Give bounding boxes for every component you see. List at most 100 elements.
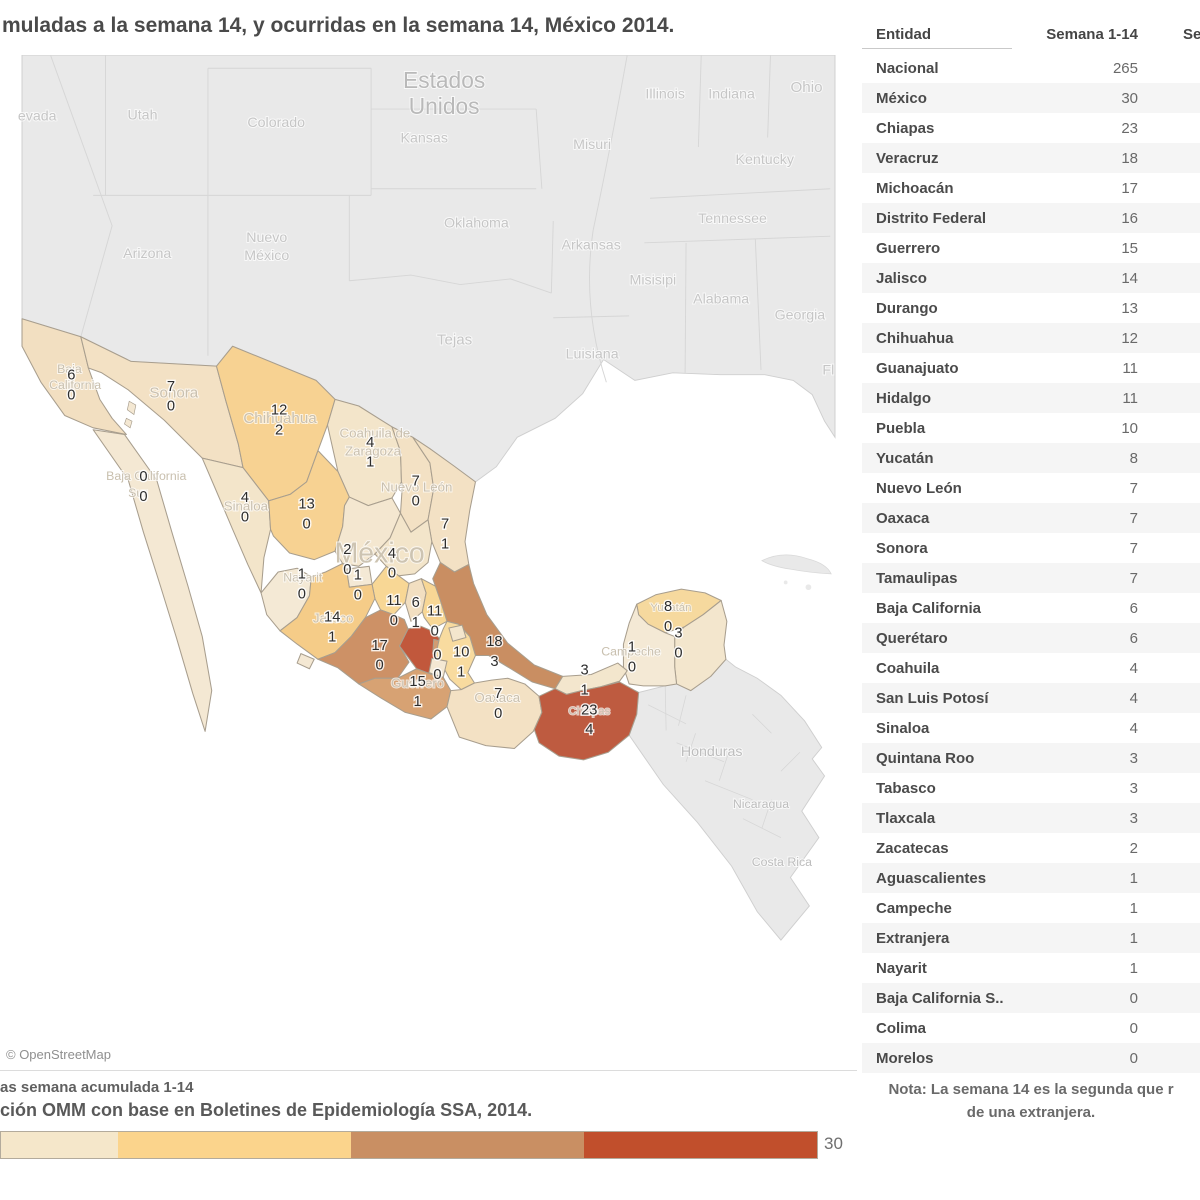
state-tlx[interactable]	[448, 624, 467, 642]
entity-name: Tabasco	[876, 779, 936, 797]
table-row[interactable]: Jalisco 14	[862, 263, 1200, 293]
table-row[interactable]: Nacional 265	[862, 53, 1200, 83]
table-row[interactable]: Campeche 1	[862, 893, 1200, 923]
entity-value: 6	[1129, 629, 1138, 647]
entity-name: Guerrero	[876, 239, 941, 257]
footnote-line2: de una extranjera.	[966, 1104, 1096, 1121]
entity-name: Campeche	[876, 899, 952, 917]
state-value-acumulada-chis: 23	[581, 702, 597, 718]
table-row[interactable]: Tabasco 3	[862, 773, 1200, 803]
state-value-semana14-qroo: 0	[674, 645, 682, 661]
table-row[interactable]: Nuevo León 7	[862, 473, 1200, 503]
legend-max-value: 30	[824, 1134, 843, 1153]
state-camp[interactable]	[622, 603, 678, 687]
state-qroo[interactable]	[674, 599, 728, 692]
table-row[interactable]: Coahuila 4	[862, 653, 1200, 683]
table-row[interactable]: Morelos 0	[862, 1043, 1200, 1073]
state-zac[interactable]	[334, 496, 402, 567]
table-row[interactable]: Sonora 7	[862, 533, 1200, 563]
map-attribution[interactable]: © OpenStreetMap	[0, 1042, 140, 1068]
table-row[interactable]: Tamaulipas 7	[862, 563, 1200, 593]
state-value-acumulada-slp: 4	[388, 546, 396, 562]
cuba-island	[761, 554, 832, 575]
basemap-label: Kansas	[401, 130, 448, 146]
table-row[interactable]: Distrito Federal 16	[862, 203, 1200, 233]
state-value-semana14-ver: 3	[490, 654, 498, 670]
entity-value: 14	[1121, 269, 1138, 287]
entity-value: 13	[1121, 299, 1138, 317]
basemap-label: Sonora	[149, 384, 198, 401]
entity-value: 3	[1129, 749, 1138, 767]
central-america-border	[761, 799, 772, 829]
basemap-label: Luisiana	[566, 347, 619, 363]
state-value-acumulada-nl: 7	[412, 474, 420, 490]
table-row[interactable]: Chihuahua 12	[862, 323, 1200, 353]
central-america-border	[664, 685, 667, 731]
entity-name: Coahuila	[876, 659, 940, 677]
entity-name: Veracruz	[876, 149, 939, 167]
table-row[interactable]: Durango 13	[862, 293, 1200, 323]
table-row[interactable]: Querétaro 6	[862, 623, 1200, 653]
state-sin[interactable]	[201, 457, 272, 594]
table-row[interactable]: Nayarit 1	[862, 953, 1200, 983]
entity-name: Tlaxcala	[876, 809, 936, 827]
entity-value: 7	[1129, 509, 1138, 527]
entity-name: Colima	[876, 1019, 927, 1037]
state-value-semana14-mor: 0	[433, 667, 441, 683]
table-row[interactable]: Aguascalientes 1	[862, 863, 1200, 893]
table-row[interactable]: Baja California S.. 0	[862, 983, 1200, 1013]
us-state-border	[349, 274, 552, 294]
central-america-landmass	[628, 658, 826, 941]
basemap-label: Jalisco	[313, 610, 354, 625]
basemap-label: Oklahoma	[444, 216, 509, 232]
table-row[interactable]: Guanajuato 11	[862, 353, 1200, 383]
us-state-border	[684, 242, 687, 373]
islet	[805, 584, 812, 591]
entity-name: Chiapas	[876, 119, 935, 137]
table-row[interactable]: Quintana Roo 3	[862, 743, 1200, 773]
state-value-acumulada-yuc: 8	[664, 599, 672, 615]
table-row[interactable]: Extranjera 1	[862, 923, 1200, 953]
basemap-label: Nuevo	[246, 230, 287, 246]
table-row[interactable]: Yucatán 8	[862, 443, 1200, 473]
us-state-border	[589, 54, 628, 383]
table-row[interactable]: Veracruz 18	[862, 143, 1200, 173]
legend-color-ramp[interactable]	[0, 1131, 818, 1159]
basemap-label: Indiana	[708, 87, 755, 103]
table-row[interactable]: Hidalgo 11	[862, 383, 1200, 413]
state-value-acumulada-zac: 2	[343, 542, 351, 558]
table-row[interactable]: Oaxaca 7	[862, 503, 1200, 533]
table-row[interactable]: San Luis Potosí 4	[862, 683, 1200, 713]
basemap-label: Estados	[403, 67, 485, 93]
table-row[interactable]: Michoacán 17	[862, 173, 1200, 203]
entity-value: 17	[1121, 179, 1138, 197]
basemap-label: Unidos	[409, 93, 480, 119]
table-row[interactable]: Sinaloa 4	[862, 713, 1200, 743]
state-chis[interactable]	[533, 681, 640, 761]
baja-islet	[126, 400, 137, 416]
entity-name: San Luis Potosí	[876, 689, 989, 707]
table-row[interactable]: México 30	[862, 83, 1200, 113]
state-value-semana14-oax: 0	[494, 706, 502, 722]
state-col[interactable]	[296, 653, 315, 670]
table-row[interactable]: Chiapas 23	[862, 113, 1200, 143]
entity-value: 6	[1129, 599, 1138, 617]
table-row[interactable]: Colima 0	[862, 1013, 1200, 1043]
basemap-label: Ohio	[791, 79, 823, 96]
table-row[interactable]: Tlaxcala 3	[862, 803, 1200, 833]
table-row[interactable]: Puebla 10	[862, 413, 1200, 443]
table-row[interactable]: Baja California 6	[862, 593, 1200, 623]
choropleth-map[interactable]: evada Utah Colorado Estados Unidos Kansas Illi…	[0, 54, 857, 1071]
state-bcs[interactable]	[92, 429, 213, 732]
state-value-semana14-pue: 1	[457, 664, 465, 680]
state-value-semana14-dur: 0	[303, 516, 311, 532]
table-row[interactable]: Guerrero 15	[862, 233, 1200, 263]
baja-islet	[124, 417, 133, 429]
basemap-label: Misuri	[573, 137, 611, 153]
state-gro[interactable]	[358, 668, 452, 720]
basemap-label: Costa Rica	[752, 855, 812, 869]
central-america-border	[685, 733, 696, 762]
table-row[interactable]: Zacatecas 2	[862, 833, 1200, 863]
state-value-acumulada-mor: 0	[433, 647, 441, 663]
